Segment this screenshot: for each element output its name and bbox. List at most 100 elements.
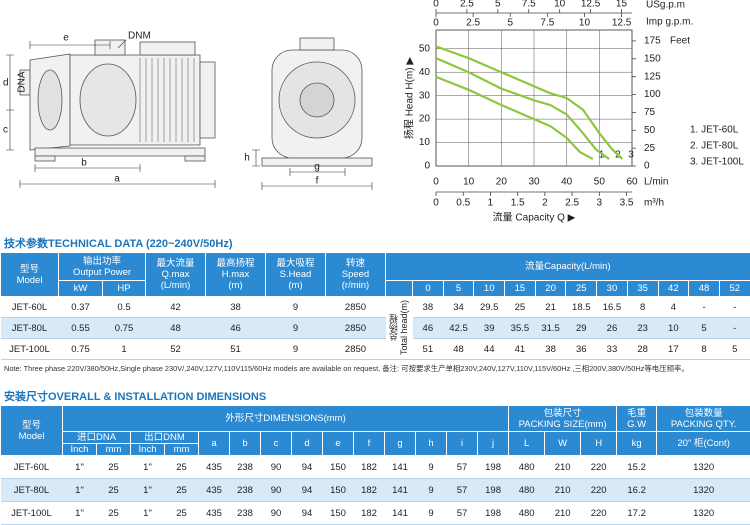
header-cell: f <box>354 432 385 456</box>
header-cell: 20" 柜(Cont) <box>657 432 750 456</box>
x-tick-label: 20 <box>496 177 508 188</box>
header-cell: 最大流量 Q.max (L/min) <box>146 253 206 297</box>
cell: 9 <box>416 456 447 479</box>
cell: 16.5 <box>597 297 628 318</box>
cell: 90 <box>261 479 292 502</box>
header-cell: 最大吸程 S.Head (m) <box>266 253 326 297</box>
header-cell: 48 <box>689 281 720 297</box>
cell: 150 <box>323 479 354 502</box>
header-cell: 外形尺寸DIMENSIONS(mm) <box>63 406 509 432</box>
cell: 182 <box>354 456 385 479</box>
dim-h <box>252 150 260 166</box>
cell: 198 <box>478 456 509 479</box>
dimension-label: c <box>3 125 8 136</box>
cell: 41 <box>505 339 536 360</box>
cell: 38 <box>535 339 566 360</box>
cell: 26 <box>597 318 628 339</box>
header-cell: 型号 Model <box>1 253 59 297</box>
x2-tick-label: 1.5 <box>511 198 525 209</box>
front-hub <box>300 83 334 117</box>
cell: 220 <box>581 456 617 479</box>
header-cell: Inch <box>131 444 165 456</box>
foot <box>185 156 205 161</box>
cell: 44 <box>474 339 505 360</box>
cell: 17.2 <box>617 502 657 525</box>
top-tick-label: 0 <box>433 0 439 10</box>
x-tick-label: 10 <box>463 177 475 188</box>
axis-unit: L/min <box>644 177 668 188</box>
y-tick-label: 10 <box>419 137 431 148</box>
cell: 435 <box>199 502 230 525</box>
top2-tick-label: 0 <box>433 18 439 29</box>
cell: 1320 <box>657 479 750 502</box>
cell: 8 <box>689 339 720 360</box>
header-cell: 10 <box>474 281 505 297</box>
header-cell: HP <box>103 281 146 297</box>
legend-entry: 1. JET-60L <box>690 125 739 136</box>
cell: 25 <box>97 479 131 502</box>
x-tick-label: 60 <box>626 177 638 188</box>
top2-tick-label: 5 <box>507 18 513 29</box>
y2-tick-label: 75 <box>644 107 656 118</box>
x-tick-label: 50 <box>594 177 606 188</box>
cell: 29.5 <box>474 297 505 318</box>
header-cell: mm <box>97 444 131 456</box>
label-cell: 总扬程 Total head(m) <box>386 297 413 360</box>
base <box>35 148 205 156</box>
cell: - <box>719 297 750 318</box>
top2-tick-label: 2.5 <box>466 18 480 29</box>
cell: 198 <box>478 479 509 502</box>
header-cell: 出口DNM <box>131 432 199 444</box>
section-title: 技术参数TECHNICAL DATA (220~240V/50Hz) <box>4 235 233 251</box>
x2-tick-label: 3.5 <box>620 198 634 209</box>
header-cell: 0 <box>413 281 444 297</box>
cell: 1320 <box>657 502 750 525</box>
cell: 0.5 <box>103 297 146 318</box>
note: Note: Three phase 220V/380/50Hz,Single p… <box>4 363 748 374</box>
header-cell: 毛重 G.W <box>617 406 657 432</box>
cell: - <box>719 318 750 339</box>
cell: 141 <box>385 479 416 502</box>
cell: 23 <box>627 318 658 339</box>
cell: 42 <box>146 297 206 318</box>
header-cell: L <box>509 432 545 456</box>
header-cell: W <box>545 432 581 456</box>
header-cell: Inch <box>63 444 97 456</box>
y-tick-label: 50 <box>419 43 431 54</box>
cell: 48 <box>146 318 206 339</box>
cell: 238 <box>230 479 261 502</box>
y2-tick-label: 150 <box>644 53 661 64</box>
cell: 2850 <box>326 297 386 318</box>
header-cell: h <box>416 432 447 456</box>
header-cell: g <box>385 432 416 456</box>
cell: 9 <box>266 318 326 339</box>
cell: 1" <box>131 479 165 502</box>
x2-tick-label: 1 <box>488 198 494 209</box>
cell: 25 <box>165 479 199 502</box>
top-tick-label: 12.5 <box>581 0 601 10</box>
header-cell: 最高扬程 H.max (m) <box>206 253 266 297</box>
cell: 238 <box>230 502 261 525</box>
y2-tick-label: 175 <box>644 36 661 47</box>
header-cell: 5 <box>443 281 474 297</box>
dimension-label: g <box>314 162 320 173</box>
legend-entry: 2. JET-80L <box>690 141 739 152</box>
cell: 35.5 <box>505 318 536 339</box>
cell: 182 <box>354 479 385 502</box>
cell: 1320 <box>657 456 750 479</box>
header-cell: 型号 Model <box>1 406 63 456</box>
cell: JET-60L <box>1 297 59 318</box>
front-outlet <box>300 38 334 50</box>
top2-tick-label: 7.5 <box>540 18 554 29</box>
cell: 42.5 <box>443 318 474 339</box>
top-tick-label: 2.5 <box>460 0 474 10</box>
axis-unit: USg.p.m <box>646 0 685 11</box>
cell: JET-60L <box>1 456 63 479</box>
cell: - <box>689 297 720 318</box>
header-cell: j <box>478 432 509 456</box>
